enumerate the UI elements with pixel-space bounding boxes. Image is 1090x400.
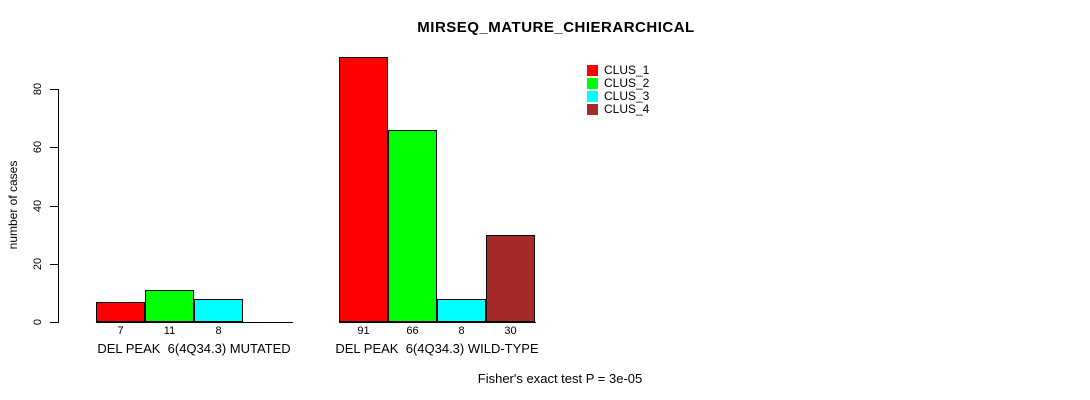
group-label: DEL PEAK 6(4Q34.3) MUTATED [97,341,291,356]
bar-value-label: 91 [357,325,370,337]
bar-clus_1-group1 [96,302,145,322]
bar-value-label: 11 [163,325,176,337]
bar-value-label: 8 [215,325,222,337]
y-axis-line [58,89,59,323]
bar-clus_3-group1 [194,299,243,322]
y-axis-tick [50,263,58,265]
y-axis-tick-label: 80 [32,82,44,96]
legend-label: CLUS_1 [604,63,650,77]
bar-clus_2-group1 [145,290,194,322]
legend-item: CLUS_4 [587,103,649,116]
bar-value-label: 7 [117,325,124,337]
y-axis-tick [50,147,58,149]
y-axis-tick-label: 0 [32,318,44,326]
fisher-test-annotation: Fisher's exact test P = 3e-05 [477,371,643,386]
legend-item: CLUS_2 [587,77,649,90]
bar-clus_2-group2 [388,130,437,322]
group-baseline [96,322,293,323]
chart-title: MIRSEQ_MATURE_CHIERARCHICAL [417,19,695,36]
bar-clus_4-group2 [486,235,535,322]
y-axis-tick-label: 40 [32,199,44,212]
group-label: DEL PEAK 6(4Q34.3) WILD-TYPE [335,341,539,356]
legend-item: CLUS_1 [587,64,649,77]
y-axis-tick [50,89,58,90]
legend-item: CLUS_3 [587,90,649,103]
legend-label: CLUS_3 [604,89,650,103]
bar-value-label: 30 [504,325,517,337]
y-axis-title: number of cases [6,160,20,250]
legend-label: CLUS_4 [604,102,650,116]
bar-value-label: 66 [406,325,419,337]
y-axis-tick-label: 20 [32,257,44,270]
legend-label: CLUS_2 [604,76,650,90]
legend: CLUS_1 CLUS_2 CLUS_3 CLUS_4 [587,64,649,116]
bar-value-label: 8 [458,325,465,337]
y-axis-tick-label: 60 [32,141,44,154]
legend-swatch-clus_1 [587,65,598,76]
legend-swatch-clus_2 [587,78,598,89]
y-axis-tick [50,322,58,323]
bar-clus_3-group2 [437,299,486,322]
y-axis-tick [50,205,58,207]
legend-swatch-clus_3 [587,91,598,102]
group-baseline [339,322,536,323]
bar-clus_1-group2 [339,57,388,322]
legend-swatch-clus_4 [587,104,598,115]
